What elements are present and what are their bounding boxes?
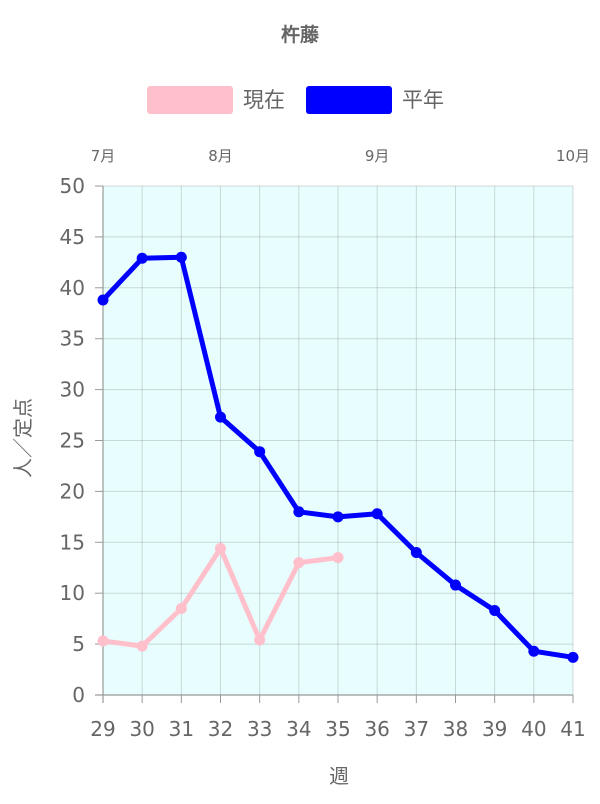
month-label: 10月 xyxy=(556,147,590,165)
x-tick-label: 30 xyxy=(129,717,154,741)
y-tick-label: 30 xyxy=(60,378,85,402)
data-point[interactable] xyxy=(97,294,109,306)
data-point[interactable] xyxy=(293,506,305,518)
data-point[interactable] xyxy=(371,508,383,520)
y-tick-label: 25 xyxy=(60,429,85,453)
axes xyxy=(95,186,573,703)
data-point[interactable] xyxy=(293,557,305,569)
data-point[interactable] xyxy=(528,645,540,657)
data-point[interactable] xyxy=(254,634,266,646)
x-tick-label: 37 xyxy=(404,717,429,741)
data-point[interactable] xyxy=(136,640,148,652)
y-tick-label: 0 xyxy=(72,683,85,707)
series-group xyxy=(97,251,579,663)
y-tick-label: 20 xyxy=(60,479,85,503)
x-tick-label: 29 xyxy=(90,717,115,741)
x-tick-label: 36 xyxy=(364,717,389,741)
x-tick-label: 39 xyxy=(482,717,507,741)
x-tick-label: 34 xyxy=(286,717,311,741)
legend-label: 平年 xyxy=(402,88,444,112)
data-point[interactable] xyxy=(175,602,187,614)
data-point[interactable] xyxy=(332,552,344,564)
x-tick-label: 31 xyxy=(169,717,194,741)
chart-title: 杵藤 xyxy=(281,23,320,46)
y-tick-label: 15 xyxy=(60,530,85,554)
month-label: 9月 xyxy=(365,147,390,165)
y-axis-label: 人／定点 xyxy=(11,398,35,478)
month-labels: 7月 8月 9月 10月 xyxy=(91,147,590,165)
data-point[interactable] xyxy=(332,511,344,523)
data-point[interactable] xyxy=(567,651,579,663)
legend-label: 現在 xyxy=(243,88,285,112)
grid-lines xyxy=(102,185,574,696)
x-tick-label: 33 xyxy=(247,717,272,741)
legend-item[interactable]: 現在 xyxy=(147,86,285,114)
data-point[interactable] xyxy=(215,411,226,423)
y-tick-label: 35 xyxy=(60,327,85,351)
month-label: 8月 xyxy=(208,147,233,165)
data-point[interactable] xyxy=(175,251,187,263)
legend-item[interactable]: 平年 xyxy=(306,86,444,114)
month-label: 7月 xyxy=(91,147,116,165)
x-tick-label: 41 xyxy=(560,717,585,741)
y-tick-label: 50 xyxy=(60,174,85,198)
data-point[interactable] xyxy=(450,579,461,591)
x-tick-labels: 29 30 31 32 33 34 35 36 37 38 39 40 41 xyxy=(90,695,586,741)
legend-swatch xyxy=(306,86,392,114)
y-tick-label: 10 xyxy=(60,581,85,605)
x-tick-label: 38 xyxy=(443,717,468,741)
data-point[interactable] xyxy=(136,252,148,264)
y-tick-label: 5 xyxy=(72,632,85,656)
y-tick-labels: 0 5 10 15 20 25 30 35 40 45 50 xyxy=(60,174,103,707)
data-point[interactable] xyxy=(97,635,109,647)
series-2 xyxy=(97,251,579,663)
data-point[interactable] xyxy=(215,542,226,554)
x-tick-label: 40 xyxy=(521,717,546,741)
y-tick-label: 40 xyxy=(60,276,85,300)
x-tick-label: 35 xyxy=(325,717,350,741)
x-axis-label: 週 xyxy=(329,764,349,788)
legend[interactable]: 現在 平年 xyxy=(147,86,444,114)
legend-swatch xyxy=(147,86,233,114)
data-point[interactable] xyxy=(254,446,266,458)
series-1 xyxy=(97,542,344,652)
x-tick-label: 32 xyxy=(208,717,233,741)
data-point[interactable] xyxy=(410,546,422,558)
data-point[interactable] xyxy=(489,605,501,617)
y-tick-label: 45 xyxy=(60,225,85,249)
